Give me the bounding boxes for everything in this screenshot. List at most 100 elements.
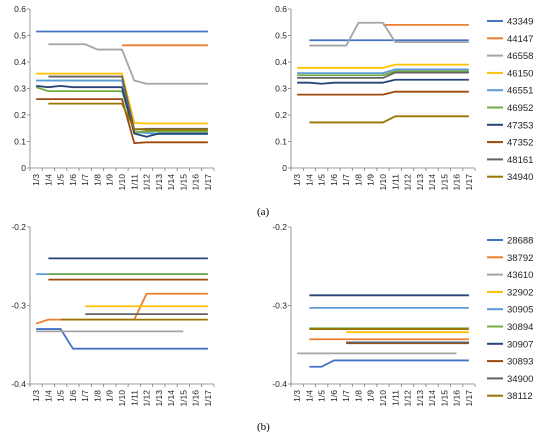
series-line-46150 — [36, 72, 208, 125]
series-line-46150 — [297, 63, 469, 69]
legend-label-34900: 34900 — [507, 374, 533, 385]
x-tick-label: 1/6 — [68, 390, 78, 402]
x-tick-label: 1/16 — [452, 174, 462, 191]
legend-label-34940: 34940 — [507, 172, 533, 183]
legend-label-38792: 38792 — [507, 253, 533, 264]
chart-a-right: 0 0.1 0.2 0.3 0.4 0.5 0.6 1/3 1/4 1/5 1/6 1/7 1/8 1/9… — [275, 4, 476, 191]
panel-label-a: (a) — [257, 206, 270, 218]
x-tick-label: 1/9 — [105, 174, 115, 186]
legend-label-46551: 46551 — [507, 86, 533, 97]
x-tick-label: 1/6 — [329, 390, 339, 402]
x-tick-label: 1/15 — [178, 390, 188, 407]
series-line-28688 — [36, 328, 208, 350]
x-tick-label: 1/13 — [154, 390, 164, 407]
x-tick-label: 1/14 — [427, 174, 437, 191]
x-tick-label: 1/15 — [439, 174, 449, 191]
x-tick-label: 1/13 — [415, 174, 425, 191]
legend-label-28688: 28688 — [507, 236, 533, 247]
x-tick-label: 1/12 — [142, 174, 152, 191]
legend-label-48161: 48161 — [507, 155, 533, 166]
x-tick-label: 1/11 — [390, 390, 400, 406]
x-tick-label: 1/7 — [341, 390, 351, 402]
x-tick-label: 1/11 — [390, 174, 400, 190]
x-tick-label: 1/12 — [142, 390, 152, 407]
legend-label-43610: 43610 — [507, 270, 533, 281]
y-tick-label: 0.3 — [275, 84, 287, 94]
y-tick-label: 0.6 — [275, 4, 287, 14]
legend-label-46558: 46558 — [507, 51, 533, 62]
x-tick-label: 1/17 — [203, 174, 213, 191]
x-tick-label: 1/12 — [403, 390, 413, 407]
x-tick-label: 1/4 — [43, 390, 53, 402]
legend-label-30893: 30893 — [507, 357, 533, 368]
x-tick-label: 1/4 — [304, 174, 314, 186]
y-tick-label: -0.2 — [272, 222, 287, 232]
y-tick-label: -0.2 — [11, 222, 26, 232]
x-tick-label: 1/5 — [317, 390, 327, 402]
y-tick-label: 0.1 — [275, 137, 287, 147]
y-tick-label: 0.5 — [275, 31, 287, 41]
legend-label-30907: 30907 — [507, 339, 533, 350]
series-line-34940 — [48, 102, 208, 131]
y-tick-label: 0.5 — [14, 31, 26, 41]
y-tick-label: 0.1 — [14, 137, 26, 147]
x-tick-label: 1/5 — [317, 174, 327, 186]
legend-label-44147: 44147 — [507, 34, 533, 45]
series-line-47353 — [297, 78, 469, 85]
y-tick-label: 0 — [21, 163, 26, 173]
series-line-46551 — [297, 68, 469, 75]
x-tick-label: 1/7 — [341, 174, 351, 186]
y-tick-label: 0.2 — [14, 110, 26, 120]
y-tick-label: -0.4 — [272, 379, 287, 389]
x-tick-label: 1/4 — [43, 174, 53, 186]
x-tick-label: 1/17 — [464, 174, 474, 191]
x-tick-label: 1/3 — [292, 390, 302, 402]
series-line-47352 — [297, 90, 469, 96]
series-line-46558 — [48, 43, 208, 85]
x-tick-label: 1/10 — [117, 174, 127, 191]
x-tick-label: 1/4 — [304, 390, 314, 402]
x-tick-label: 1/10 — [378, 174, 388, 191]
series-line-46558 — [309, 21, 469, 47]
y-tick-label: 0.6 — [14, 4, 26, 14]
x-tick-label: 1/16 — [191, 390, 201, 407]
y-tick-label: 0.4 — [275, 57, 287, 67]
series-line-28688 — [309, 359, 469, 368]
x-tick-label: 1/13 — [415, 390, 425, 407]
chart-b-right: -0.4-0.3-0.21/3 1/4 1/5 1/6 1/7 1/8 1/9 1/10 1/1… — [272, 222, 476, 407]
legend-label-46150: 46150 — [507, 68, 533, 79]
legend-label-30894: 30894 — [507, 322, 533, 333]
x-tick-label: 1/13 — [154, 174, 164, 191]
y-tick-label: 0.4 — [14, 57, 26, 67]
y-tick-label: -0.4 — [11, 379, 26, 389]
panel-label-b: (b) — [257, 421, 270, 433]
x-tick-label: 1/15 — [439, 390, 449, 407]
legend-label-46952: 46952 — [507, 103, 533, 114]
x-tick-label: 1/15 — [178, 174, 188, 191]
legend-label-47352: 47352 — [507, 138, 533, 149]
legend-label-43349: 43349 — [507, 17, 533, 28]
legend-a: 43349 44147 46558 46150 46551 46952 47353 47352… — [487, 17, 533, 183]
x-tick-label: 1/8 — [92, 390, 102, 402]
x-tick-label: 1/14 — [166, 174, 176, 191]
x-tick-label: 1/8 — [353, 174, 363, 186]
y-tick-label: -0.3 — [11, 301, 26, 311]
x-tick-label: 1/3 — [292, 174, 302, 186]
series-line-46952 — [35, 86, 208, 134]
x-tick-label: 1/5 — [56, 390, 66, 402]
x-tick-label: 1/12 — [403, 174, 413, 191]
x-tick-label: 1/6 — [68, 174, 78, 186]
x-tick-label: 1/10 — [117, 390, 127, 407]
x-tick-label: 1/9 — [366, 174, 376, 186]
series-line-47353 — [36, 84, 208, 138]
series-line-48161 — [297, 71, 469, 79]
x-tick-label: 1/14 — [166, 390, 176, 407]
chart-b-left: -0.4-0.3-0.21/3 1/4 1/5 1/6 1/7 1/8 1/9 1/10 1/1… — [11, 222, 215, 407]
x-tick-label: 1/3 — [31, 174, 41, 186]
x-tick-label: 1/7 — [80, 390, 90, 402]
x-tick-label: 1/17 — [203, 390, 213, 407]
x-tick-label: 1/11 — [129, 174, 139, 190]
y-tick-label: 0.2 — [275, 110, 287, 120]
